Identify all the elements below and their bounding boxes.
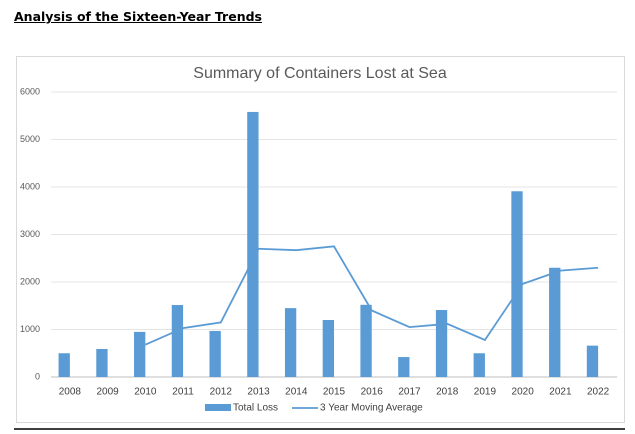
bar — [549, 267, 561, 377]
bar — [435, 310, 448, 377]
bar — [586, 345, 599, 377]
x-tick-label: 2011 — [172, 387, 194, 398]
x-tick-label: 2019 — [474, 387, 497, 398]
x-tick-label: 2012 — [210, 387, 233, 398]
heading: Analysis of the Sixteen-Year Trends — [14, 9, 262, 24]
bar — [511, 191, 523, 377]
legend-label: 3 Year Moving Average — [320, 403, 423, 414]
x-tick-label: 2014 — [285, 387, 308, 398]
x-tick-label: 2009 — [96, 387, 119, 398]
bar — [134, 331, 146, 377]
x-tick-label: 2022 — [587, 387, 610, 398]
line — [144, 245, 599, 346]
x-tick-label: 2013 — [247, 387, 270, 398]
x-tick-label: 2008 — [59, 387, 82, 398]
y-tick-label: 6000 — [20, 86, 40, 96]
bar — [473, 353, 485, 377]
y-tick-label: 3000 — [20, 229, 40, 239]
y-tick-label: 1000 — [20, 324, 40, 334]
x-tick-label: 2021 — [549, 387, 572, 398]
y-tick-label: 0 — [35, 371, 40, 381]
x-tick-label: 2017 — [398, 387, 421, 398]
y-tick-label: 5000 — [20, 134, 40, 144]
x-tick-label: 2020 — [512, 387, 535, 398]
bar — [284, 308, 297, 377]
x-tick-label: 2018 — [436, 387, 459, 398]
bar — [58, 353, 70, 377]
legend-swatch — [205, 404, 231, 411]
bar — [247, 111, 259, 377]
chart-title: Summary of Containers Lost at Sea — [193, 65, 447, 82]
x-tick-label: 2010 — [134, 387, 157, 398]
bar — [209, 330, 221, 377]
x-tick-label: 2015 — [323, 387, 346, 398]
bar — [322, 320, 334, 377]
y-tick-label: 4000 — [20, 181, 40, 191]
bar — [398, 357, 410, 377]
bar — [96, 348, 108, 377]
legend-label: Total Loss — [233, 403, 278, 414]
y-tick-label: 2000 — [20, 276, 40, 286]
x-tick-label: 2016 — [361, 387, 384, 398]
bar — [360, 304, 372, 377]
chart-frame — [16, 56, 625, 423]
bar — [171, 305, 184, 377]
